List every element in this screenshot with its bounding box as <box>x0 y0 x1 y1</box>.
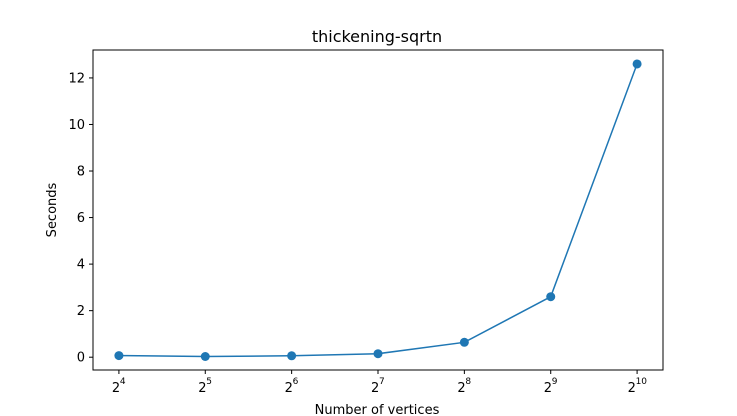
chart-title: thickening-sqrtn <box>312 27 442 46</box>
x-tick-exponent: 7 <box>379 377 385 387</box>
data-point <box>459 337 469 347</box>
x-tick-exponent: 5 <box>206 377 212 387</box>
y-axis-label: Seconds <box>45 182 60 237</box>
x-tick-base: 2 <box>198 381 206 396</box>
x-tick-exponent: 10 <box>636 377 648 387</box>
x-tick-exponent: 6 <box>293 377 299 387</box>
y-tick-label: 8 <box>77 165 85 180</box>
x-tick-label: 2 10 <box>628 377 648 396</box>
x-tick-base: 2 <box>285 381 293 396</box>
x-tick-exponent: 8 <box>465 377 471 387</box>
y-axis-ticks: 0 2 4 6 8 10 12 <box>68 71 93 366</box>
x-tick-base: 2 <box>544 381 552 396</box>
x-tick-exponent: 4 <box>120 377 126 387</box>
x-tick-base: 2 <box>112 381 120 396</box>
x-tick-base: 2 <box>371 381 379 396</box>
y-tick-label: 4 <box>77 258 85 273</box>
y-tick-label: 12 <box>68 71 85 86</box>
data-point <box>287 351 297 361</box>
series-layer <box>114 59 642 362</box>
data-point <box>546 292 556 302</box>
data-point <box>632 59 642 69</box>
x-axis-ticks: 2 4 2 5 2 6 2 7 2 8 2 9 2 10 <box>112 370 647 396</box>
y-tick-label: 0 <box>77 351 85 366</box>
x-axis-label: Number of vertices <box>315 403 440 416</box>
data-point <box>373 349 383 359</box>
x-tick-base: 2 <box>628 381 636 396</box>
data-point <box>114 351 124 361</box>
data-point <box>200 352 210 362</box>
y-tick-label: 6 <box>77 211 85 226</box>
y-tick-label: 10 <box>68 118 85 133</box>
x-tick-exponent: 9 <box>552 377 558 387</box>
y-tick-label: 2 <box>77 304 85 319</box>
x-tick-base: 2 <box>457 381 465 396</box>
